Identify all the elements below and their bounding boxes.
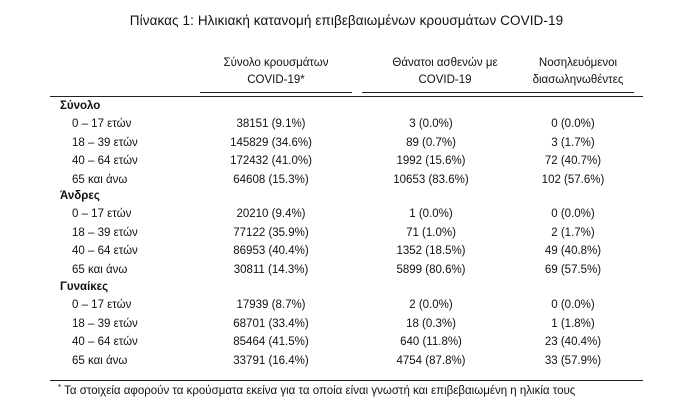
intubated-cell: 0 (0.0%) xyxy=(551,299,595,311)
deaths-cell: 5899 (80.6%) xyxy=(396,263,466,276)
table-row: 18 – 39 ετών 145829 (34.6%) 89 (0.7%) 3 (1.… xyxy=(0,137,693,154)
column-header-line: Νοσηλευόμενοι xyxy=(538,57,618,69)
table-row: 40 – 64 ετών 85464 (41.5%) 640 (11.8%) 23 (… xyxy=(0,336,693,353)
table-row: 18 – 39 ετών 68701 (33.4%) 18 (0.3%) 1 (1.8… xyxy=(0,318,693,335)
column-header-line: Θάνατοι ασθενών με xyxy=(392,57,498,69)
table-row: 40 – 64 ετών 86953 (40.4%) 1352 (18.5%) 49 … xyxy=(0,245,693,262)
age-cell: 18 – 39 ετών xyxy=(72,317,138,330)
table-top-rule xyxy=(50,96,643,97)
deaths-cell: 1992 (15.6%) xyxy=(396,155,466,167)
group-label: Σύνολο xyxy=(60,100,101,112)
column-header-deaths: Θάνατοι ασθενών με COVID-19 xyxy=(362,55,528,93)
table-row: 65 και άνω 33791 (16.4%) 4754 (87.8%) 33 (5… xyxy=(0,355,693,372)
table-title: Πίνακας 1: Ηλικιακή κατανομή επιβεβαιωμέ… xyxy=(129,13,564,28)
deaths-cell: 18 (0.3%) xyxy=(406,317,456,330)
column-header-intubated: Νοσηλευόμενοι διασωληνωθέντες xyxy=(522,55,634,93)
cases-cell: 172432 (41.0%) xyxy=(230,155,312,167)
deaths-cell: 4754 (87.8%) xyxy=(396,354,466,367)
group-label: Άνδρες xyxy=(60,190,100,202)
intubated-cell: 0 (0.0%) xyxy=(551,208,595,220)
footnote-text: Τα στοιχεία αφορούν τα κρούσματα εκείνα … xyxy=(64,385,576,397)
cases-cell: 20210 (9.4%) xyxy=(236,208,306,220)
intubated-cell: 33 (57.9%) xyxy=(544,354,602,367)
table-row: 40 – 64 ετών 172432 (41.0%) 1992 (15.6%) 72… xyxy=(0,155,693,172)
column-header-line: Σύνολο κρουσμάτων xyxy=(223,57,329,69)
age-cell: 65 και άνω xyxy=(72,354,128,367)
cases-cell: 85464 (41.5%) xyxy=(233,336,309,348)
cases-cell: 64608 (15.3%) xyxy=(233,173,309,186)
intubated-cell: 23 (40.4%) xyxy=(544,336,602,348)
deaths-cell: 10653 (83.6%) xyxy=(393,173,469,186)
table-bottom-rule xyxy=(50,380,643,381)
age-cell: 40 – 64 ετών xyxy=(72,155,138,167)
column-header-line: COVID-19 xyxy=(418,74,472,86)
table-row: 65 και άνω 64608 (15.3%) 10653 (83.6%) 102 … xyxy=(0,174,693,191)
age-cell: 65 και άνω xyxy=(72,263,128,276)
cases-cell: 33791 (16.4%) xyxy=(233,354,309,367)
intubated-cell: 102 (57.6%) xyxy=(541,173,605,186)
table-row: 65 και άνω 30811 (14.3%) 5899 (80.6%) 69 (5… xyxy=(0,264,693,281)
intubated-cell: 69 (57.5%) xyxy=(544,263,602,276)
intubated-cell: 1 (1.8%) xyxy=(551,317,595,330)
intubated-cell: 2 (1.7%) xyxy=(551,226,595,239)
group-label: Γυναίκες xyxy=(60,281,109,293)
age-cell: 65 και άνω xyxy=(72,173,128,186)
deaths-cell: 1352 (18.5%) xyxy=(396,245,466,257)
table-row: 0 – 17 ετών 38151 (9.1%) 3 (0.0%) 0 (0.0%) xyxy=(0,118,693,135)
cases-cell: 68701 (33.4%) xyxy=(233,317,309,330)
age-cell: 18 – 39 ετών xyxy=(72,136,138,149)
column-header-line: COVID-19* xyxy=(247,74,305,86)
cases-cell: 30811 (14.3%) xyxy=(233,263,309,276)
footnote: * Τα στοιχεία αφορούν τα κρούσματα εκείνα… xyxy=(58,383,575,397)
deaths-cell: 71 (1.0%) xyxy=(406,226,456,239)
cases-cell: 17939 (8.7%) xyxy=(236,299,306,311)
cases-cell: 38151 (9.1%) xyxy=(236,118,306,130)
table-row: 0 – 17 ετών 20210 (9.4%) 1 (0.0%) 0 (0.0%) xyxy=(0,208,693,225)
age-cell: 0 – 17 ετών xyxy=(72,299,132,311)
column-header-line: διασωληνωθέντες xyxy=(532,74,624,86)
cases-cell: 86953 (40.4%) xyxy=(233,245,309,257)
deaths-cell: 3 (0.0%) xyxy=(409,118,453,130)
deaths-cell: 640 (11.8%) xyxy=(400,336,462,348)
intubated-cell: 72 (40.7%) xyxy=(544,155,602,167)
deaths-cell: 1 (0.0%) xyxy=(409,208,453,220)
age-cell: 18 – 39 ετών xyxy=(72,226,138,239)
age-cell: 40 – 64 ετών xyxy=(72,336,138,348)
table-row: 18 – 39 ετών 77122 (35.9%) 71 (1.0%) 2 (1.7… xyxy=(0,227,693,244)
deaths-cell: 89 (0.7%) xyxy=(406,136,456,149)
intubated-cell: 49 (40.8%) xyxy=(544,245,602,257)
age-cell: 0 – 17 ετών xyxy=(72,118,132,130)
intubated-cell: 3 (1.7%) xyxy=(551,136,595,149)
column-header-total-cases: Σύνολο κρουσμάτων COVID-19* xyxy=(200,55,352,93)
age-cell: 0 – 17 ετών xyxy=(72,208,132,220)
deaths-cell: 2 (0.0%) xyxy=(409,299,453,311)
intubated-cell: 0 (0.0%) xyxy=(551,118,595,130)
age-cell: 40 – 64 ετών xyxy=(72,245,138,257)
footnote-marker: * xyxy=(58,383,62,392)
cases-cell: 77122 (35.9%) xyxy=(233,226,309,239)
cases-cell: 145829 (34.6%) xyxy=(230,136,312,149)
table-row: 0 – 17 ετών 17939 (8.7%) 2 (0.0%) 0 (0.0%) xyxy=(0,299,693,316)
